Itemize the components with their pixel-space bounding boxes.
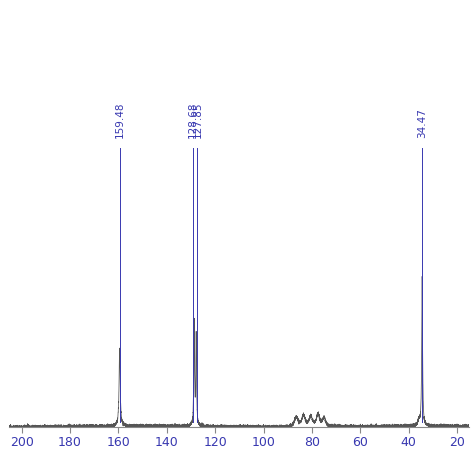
Text: 159.48: 159.48 bbox=[115, 101, 125, 137]
Text: 127.85: 127.85 bbox=[192, 101, 202, 137]
Text: 128.68: 128.68 bbox=[188, 101, 198, 137]
Text: 34.47: 34.47 bbox=[417, 108, 427, 137]
